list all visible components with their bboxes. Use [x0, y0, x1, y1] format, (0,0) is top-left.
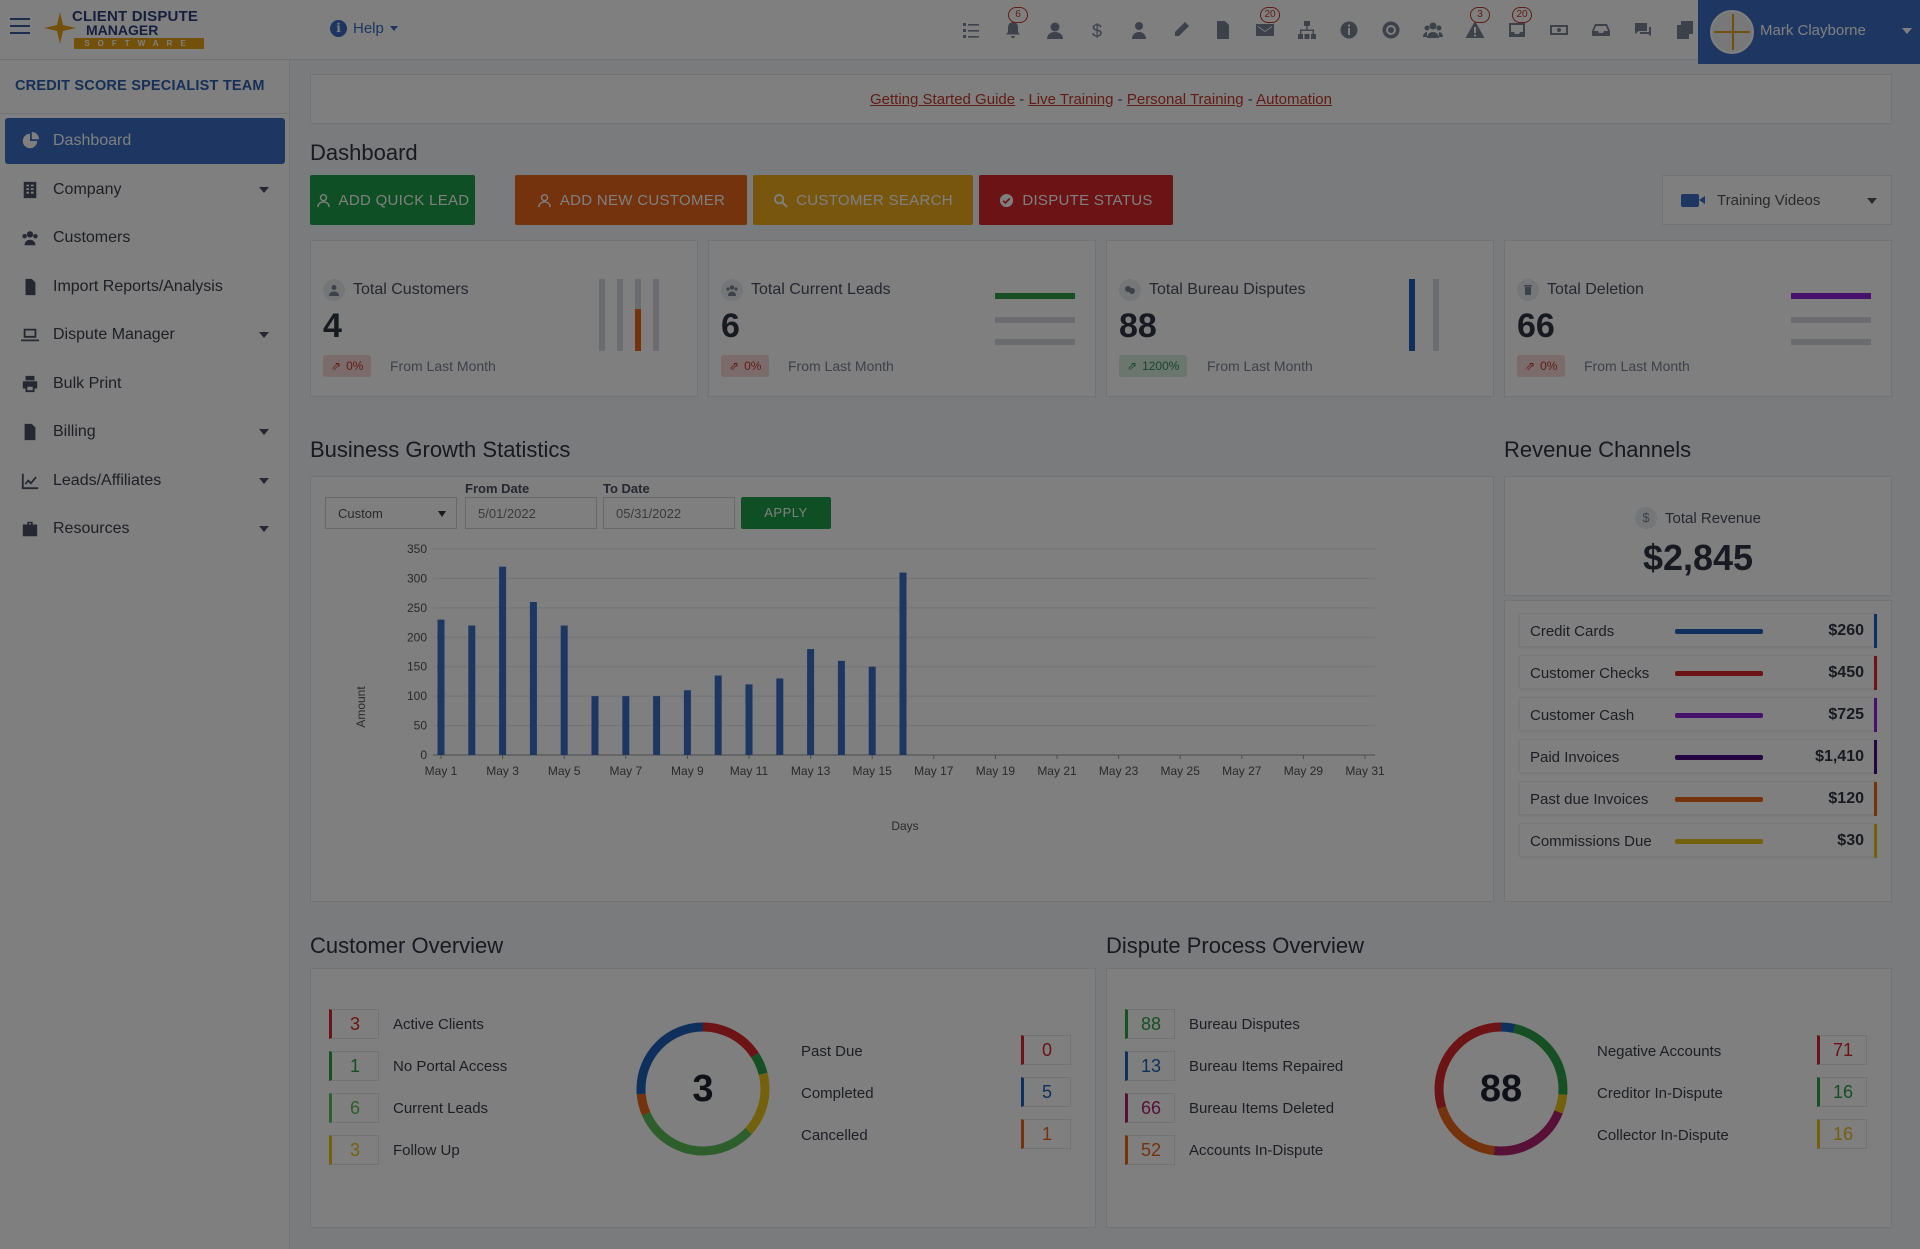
- modal-backdrop[interactable]: [0, 0, 1920, 1249]
